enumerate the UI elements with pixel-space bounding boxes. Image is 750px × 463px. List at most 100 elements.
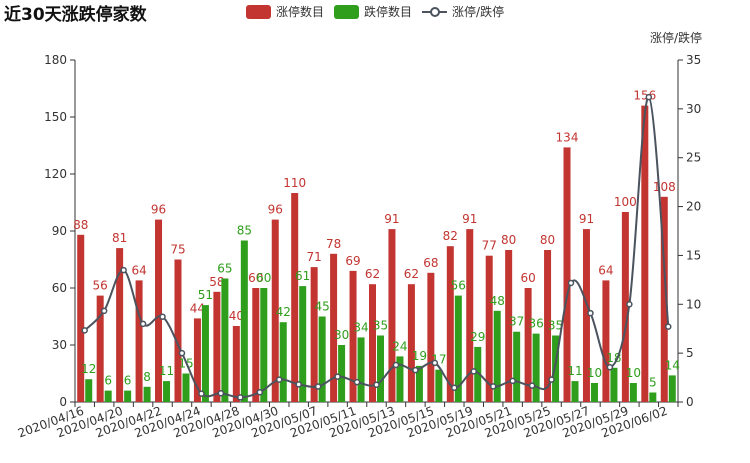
ratio-point (314, 383, 322, 390)
bar-limit-up (271, 219, 279, 402)
bar-label-limit-down: 36 (528, 317, 543, 331)
ratio-point (587, 309, 594, 317)
bar-label-limit-up: 40 (229, 309, 244, 323)
bar-label-limit-up: 69 (345, 254, 360, 268)
ratio-point (489, 383, 497, 390)
bar-limit-up (96, 295, 104, 402)
bar-label-limit-up: 80 (501, 233, 516, 247)
bar-limit-down (104, 390, 112, 402)
bar-limit-up (291, 193, 299, 402)
bar-limit-down (513, 331, 521, 402)
y-right-tick-label: 15 (686, 248, 701, 262)
bar-limit-up (466, 229, 474, 402)
bar-label-limit-up: 88 (73, 218, 88, 232)
legend-item-limit-down[interactable]: 跌停数目 (334, 3, 412, 20)
bar-label-limit-down: 6 (124, 374, 132, 388)
bar-limit-down (552, 335, 560, 402)
chart-title: 近30天涨跌停家数 (4, 5, 147, 25)
ratio-point (509, 377, 516, 385)
bar-label-limit-up: 91 (462, 212, 477, 226)
bar-limit-down (532, 333, 540, 402)
bar-limit-up (524, 288, 532, 402)
bar-label-limit-down: 12 (81, 362, 96, 376)
bar-limit-down (474, 346, 482, 402)
bar-label-limit-up: 100 (614, 195, 637, 209)
ratio-point (120, 266, 127, 274)
bar-limit-up (660, 196, 668, 402)
bar-label-limit-up: 58 (209, 275, 224, 289)
bar-label-limit-up: 60 (248, 271, 263, 285)
bar-label-limit-up: 91 (384, 212, 399, 226)
bar-label-limit-down: 51 (198, 288, 213, 302)
ratio-point (645, 93, 653, 101)
y-left-tick-label: 180 (44, 53, 67, 67)
bar-label-limit-down: 11 (159, 364, 174, 378)
bar-label-limit-up: 60 (520, 271, 535, 285)
ratio-point (100, 307, 108, 315)
bar-label-limit-up: 82 (443, 229, 458, 243)
y-right-tick-label: 30 (686, 102, 701, 116)
bar-limit-down (182, 373, 190, 402)
bar-label-limit-up: 64 (131, 263, 146, 277)
bar-limit-up (544, 250, 552, 402)
bar-label-limit-down: 14 (665, 358, 680, 372)
bar-limit-down (124, 390, 132, 402)
legend[interactable]: 涨停数目 跌停数目 涨停/跌停 (246, 3, 514, 20)
bar-label-limit-down: 45 (315, 300, 330, 314)
bar-limit-down (240, 240, 248, 402)
bar-label-limit-up: 110 (283, 176, 306, 190)
ratio-point (295, 381, 302, 388)
ratio-point (139, 320, 147, 328)
bar-limit-up (193, 318, 201, 402)
bar-label-limit-down: 11 (567, 364, 582, 378)
bar-limit-down (649, 392, 657, 402)
ratio-point (528, 382, 536, 389)
ratio-point (412, 366, 419, 374)
bar-limit-up (582, 229, 590, 402)
bar-limit-down (396, 356, 404, 402)
ratio-point (431, 359, 439, 367)
bar-limit-up (135, 280, 143, 402)
bar-label-limit-down: 85 (237, 224, 252, 238)
legend-item-ratio[interactable]: 涨停/跌停 (422, 3, 504, 20)
bar-label-limit-down: 5 (649, 376, 657, 390)
bar-limit-down (221, 278, 229, 402)
bar-limit-up (388, 229, 396, 402)
bar-label-limit-down: 60 (256, 271, 271, 285)
bar-label-limit-down: 29 (470, 330, 485, 344)
ratio-point (665, 323, 672, 330)
y-right-axis-label: 涨停/跌停 (650, 30, 702, 45)
bar-label-limit-down: 10 (626, 366, 641, 380)
legend-label-ratio: 涨停/跌停 (452, 5, 505, 19)
bar-label-limit-down: 48 (490, 294, 505, 308)
bar-limit-up (427, 272, 435, 402)
bar-limit-down (590, 383, 598, 402)
legend-swatch-limit-up (246, 4, 271, 19)
bar-limit-down (299, 286, 307, 402)
bar-label-limit-down: 37 (509, 315, 524, 329)
bar-limit-up (446, 246, 454, 402)
bar-label-limit-down: 30 (334, 328, 349, 342)
bar-limit-up (368, 284, 376, 402)
bar-label-limit-down: 18 (606, 351, 621, 365)
legend-swatch-ratio (422, 5, 448, 19)
bar-limit-up (505, 250, 513, 402)
y-left-tick-label: 120 (44, 167, 67, 181)
ratio-point (237, 394, 244, 401)
bar-limit-down (85, 379, 93, 402)
bar-limit-down (493, 310, 501, 402)
bar-limit-up (330, 253, 338, 402)
bar-limit-up (252, 288, 260, 402)
bar-label-limit-down: 34 (353, 320, 368, 334)
ratio-point (256, 388, 264, 396)
bar-limit-up (602, 280, 610, 402)
legend-item-limit-up[interactable]: 涨停数目 (246, 3, 324, 20)
bar-limit-up (77, 234, 85, 402)
bar-label-limit-up: 91 (579, 212, 594, 226)
legend-label-limit-up: 涨停数目 (276, 5, 325, 19)
bar-limit-down (668, 375, 676, 402)
bar-label-limit-down: 8 (143, 370, 151, 384)
bar-limit-down (377, 335, 385, 402)
bar-label-limit-up: 75 (170, 243, 185, 257)
